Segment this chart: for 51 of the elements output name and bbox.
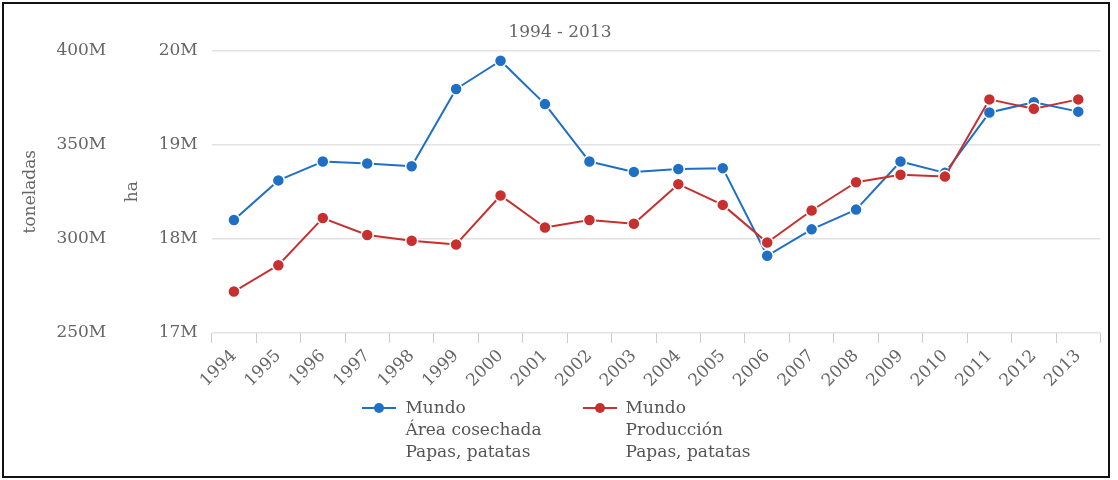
y2-tick-label: 17M bbox=[158, 321, 198, 342]
legend-label: Mundo Área cosechada Papas, patatas bbox=[405, 396, 542, 462]
point bbox=[449, 237, 463, 252]
point bbox=[316, 211, 330, 225]
y-tick-label: 300M bbox=[56, 227, 107, 248]
y-tick-label: 400M bbox=[56, 38, 107, 59]
point bbox=[716, 198, 730, 212]
point bbox=[271, 258, 286, 272]
point bbox=[227, 213, 241, 227]
point bbox=[1027, 102, 1041, 116]
point bbox=[627, 216, 641, 231]
point bbox=[404, 233, 419, 248]
point bbox=[449, 82, 463, 96]
point bbox=[760, 248, 774, 263]
point bbox=[849, 202, 863, 217]
point bbox=[849, 175, 863, 190]
point bbox=[671, 162, 686, 176]
point bbox=[982, 92, 997, 107]
legend-label: Mundo Producción Papas, patatas bbox=[625, 396, 751, 462]
point bbox=[716, 161, 730, 175]
point bbox=[582, 154, 597, 169]
point bbox=[271, 173, 286, 188]
y-tick-label: 350M bbox=[56, 133, 107, 154]
point bbox=[538, 220, 552, 235]
point bbox=[1071, 92, 1086, 107]
point bbox=[360, 156, 374, 171]
point bbox=[538, 97, 552, 111]
y2-tick-label: 18M bbox=[158, 227, 198, 248]
point bbox=[1071, 104, 1086, 119]
point bbox=[404, 159, 419, 174]
y2-tick-label: 20M bbox=[158, 38, 198, 59]
point bbox=[493, 54, 508, 68]
y-axis-title: toneladas bbox=[18, 150, 39, 234]
point bbox=[982, 105, 997, 120]
point bbox=[804, 203, 819, 218]
y-tick-label: 250M bbox=[56, 321, 107, 342]
point bbox=[804, 222, 819, 237]
point bbox=[582, 213, 597, 227]
y2-tick-label: 19M bbox=[158, 133, 198, 154]
y2-axis-title: ha bbox=[120, 181, 141, 203]
point bbox=[893, 167, 908, 182]
point bbox=[227, 284, 241, 299]
point bbox=[671, 177, 686, 191]
point bbox=[760, 235, 774, 250]
chart-title: 1994 - 2013 bbox=[508, 20, 612, 41]
point bbox=[493, 188, 508, 203]
point bbox=[893, 154, 908, 169]
point bbox=[627, 165, 641, 179]
point bbox=[938, 169, 952, 184]
point bbox=[316, 154, 330, 169]
point bbox=[360, 228, 374, 242]
